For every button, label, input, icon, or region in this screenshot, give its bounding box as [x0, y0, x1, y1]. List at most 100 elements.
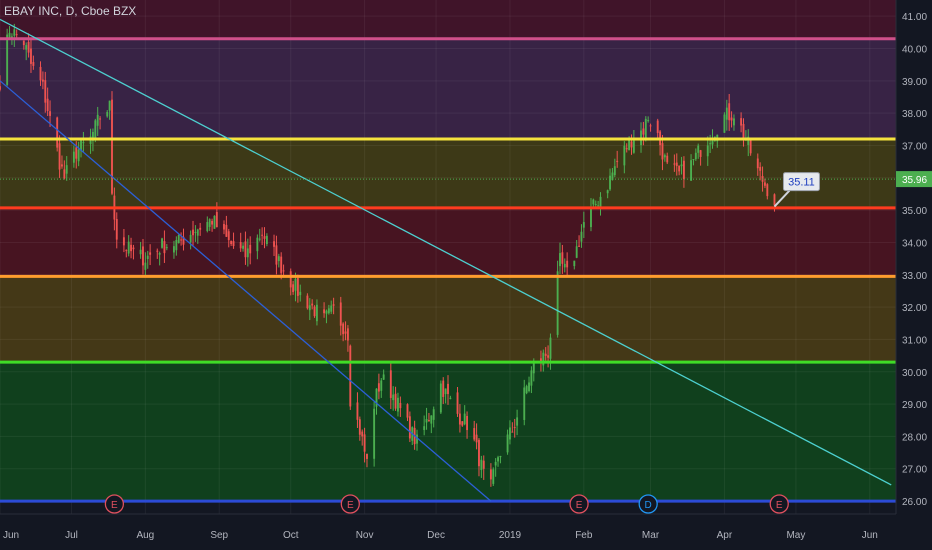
candle-body — [213, 215, 216, 229]
candle-body — [96, 114, 99, 126]
candle-body — [475, 434, 478, 443]
candle-body — [680, 164, 683, 167]
candle-body — [494, 461, 497, 466]
candle-body — [30, 48, 32, 64]
candle-body — [125, 249, 128, 251]
candle-body — [723, 114, 726, 133]
candle-body — [530, 370, 533, 386]
candle-body — [196, 229, 199, 236]
candle-body — [180, 239, 183, 241]
candle-body — [480, 459, 483, 471]
time-tick-label: Jul — [65, 530, 78, 541]
candle-body — [194, 231, 197, 233]
candle-body — [439, 383, 442, 413]
candle-body — [461, 421, 464, 426]
candle-body — [692, 159, 695, 161]
candle-body — [561, 252, 564, 264]
candle-body — [375, 388, 378, 407]
last-price-label: 35.96 — [902, 175, 927, 186]
candle-body — [430, 415, 433, 424]
time-tick-label: Apr — [717, 530, 733, 541]
candle-body — [725, 107, 728, 120]
candle-body — [759, 166, 762, 171]
candle-body — [127, 241, 130, 254]
candle-body — [749, 140, 752, 154]
candle-body — [730, 117, 733, 121]
candle-body — [630, 141, 633, 148]
last-price-badge — [896, 171, 932, 188]
candle-body — [41, 79, 44, 82]
event-marker-label: E — [347, 500, 354, 511]
candle-body — [15, 34, 18, 36]
candle-body — [39, 66, 42, 81]
candle-body — [525, 386, 528, 394]
candle-body — [733, 118, 735, 126]
candle-body — [594, 203, 597, 205]
candle-body — [697, 145, 700, 153]
candle-body — [511, 431, 514, 433]
candle-body — [223, 224, 225, 230]
candle-body — [489, 469, 492, 480]
candle-body — [94, 120, 97, 138]
candle-body — [397, 397, 399, 412]
candle-body — [273, 241, 275, 247]
candle-body — [282, 270, 285, 272]
candle-body — [592, 199, 595, 205]
candle-body — [239, 242, 242, 249]
candle-body — [80, 140, 82, 151]
price-tick-label: 33.00 — [902, 271, 927, 282]
candle-body — [115, 218, 118, 240]
price-tick-label: 29.00 — [902, 400, 927, 411]
candle-body — [246, 248, 249, 258]
candle-body — [616, 160, 619, 162]
candle-body — [165, 247, 168, 249]
candle-body — [632, 140, 635, 153]
zone-band — [0, 139, 896, 208]
symbol-title[interactable]: EBAY INC, D, Cboe BZX — [4, 4, 137, 18]
candle-body — [513, 427, 516, 429]
candle-body — [225, 224, 228, 237]
candle-body — [292, 284, 295, 292]
candle-body — [523, 387, 526, 420]
candle-body — [678, 165, 681, 172]
annotation-pointer — [773, 189, 791, 208]
candle-body — [344, 331, 347, 334]
candle-body — [227, 231, 230, 241]
candle-body — [265, 235, 268, 245]
event-marker-label: D — [645, 500, 652, 511]
price-tick-label: 38.00 — [902, 109, 927, 120]
earnings-marker — [769, 494, 789, 514]
candle-body — [122, 237, 125, 246]
candle-body — [690, 160, 693, 181]
candle-body — [482, 460, 485, 469]
event-marker-label: E — [776, 500, 783, 511]
candle-body — [682, 160, 685, 180]
candle-body — [425, 419, 428, 423]
candle-body — [449, 397, 452, 399]
candle-body — [111, 99, 113, 194]
candle-body — [773, 194, 776, 206]
candle-body — [230, 240, 233, 245]
candle-body — [447, 383, 449, 395]
annotation-box — [782, 172, 820, 192]
candle-body — [706, 145, 709, 157]
candle-body — [366, 453, 368, 459]
candle-body — [189, 234, 192, 243]
candle-body — [32, 62, 35, 66]
candle-body — [22, 40, 25, 46]
candle-body — [432, 409, 435, 420]
candle-body — [575, 246, 578, 258]
candle-body — [499, 455, 502, 458]
candle-body — [58, 143, 61, 170]
event-marker-label: E — [576, 500, 583, 511]
candle-body — [261, 234, 264, 236]
candle-body — [325, 310, 328, 314]
candle-body — [330, 305, 333, 312]
candle-body — [380, 380, 383, 391]
time-tick-label: Jun — [862, 530, 878, 541]
candle-body — [208, 219, 211, 227]
candle-body — [497, 457, 499, 462]
candle-body — [46, 98, 49, 112]
candle-body — [408, 416, 411, 439]
